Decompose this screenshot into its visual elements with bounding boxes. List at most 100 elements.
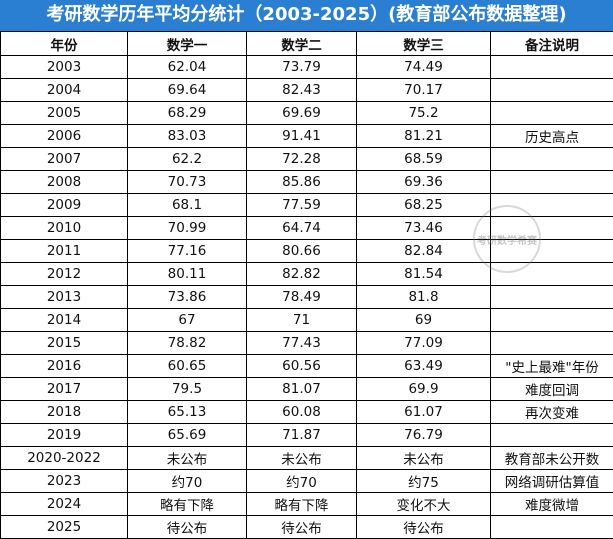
cell-math2: 77.59 <box>247 194 357 217</box>
cell-math2: 77.43 <box>247 332 357 355</box>
cell-math1: 78.82 <box>128 332 247 355</box>
cell-math3: 待公布 <box>357 516 491 539</box>
cell-note <box>491 263 613 286</box>
cell-math3: 82.84 <box>357 240 491 263</box>
cell-math2: 64.74 <box>247 217 357 240</box>
cell-year: 2014 <box>1 309 128 332</box>
cell-math3: 81.21 <box>357 125 491 148</box>
cell-math1: 80.11 <box>128 263 247 286</box>
cell-math1: 约70 <box>128 470 247 493</box>
cell-note: 网络调研估算值 <box>491 470 613 493</box>
cell-year: 2017 <box>1 378 128 401</box>
header-notes: 备注说明 <box>491 32 613 56</box>
cell-math3: 73.46 <box>357 217 491 240</box>
cell-math2: 71 <box>247 309 357 332</box>
header-year: 年份 <box>1 32 128 56</box>
cell-year: 2013 <box>1 286 128 309</box>
cell-note <box>491 217 613 240</box>
cell-math3: 75.2 <box>357 102 491 125</box>
cell-year: 2020-2022 <box>1 447 128 470</box>
cell-math2: 73.79 <box>247 56 357 79</box>
cell-math2: 60.56 <box>247 355 357 378</box>
cell-year: 2007 <box>1 148 128 171</box>
cell-math1: 79.5 <box>128 378 247 401</box>
cell-math2: 略有下降 <box>247 493 357 516</box>
cell-math1: 略有下降 <box>128 493 247 516</box>
cell-year: 2015 <box>1 332 128 355</box>
cell-math2: 85.86 <box>247 171 357 194</box>
cell-math3: 69 <box>357 309 491 332</box>
cell-note <box>491 309 613 332</box>
cell-math2: 约70 <box>247 470 357 493</box>
cell-math1: 62.04 <box>128 56 247 79</box>
cell-math3: 69.9 <box>357 378 491 401</box>
cell-math3: 69.36 <box>357 171 491 194</box>
cell-math1: 62.2 <box>128 148 247 171</box>
page-title: 考研数学历年平均分统计（2003-2025）(教育部公布数据整理) <box>0 0 613 31</box>
cell-math3: 未公布 <box>357 447 491 470</box>
cell-math2: 69.69 <box>247 102 357 125</box>
cell-math1: 65.13 <box>128 401 247 424</box>
cell-note <box>491 516 613 539</box>
cell-math3: 61.07 <box>357 401 491 424</box>
cell-math3: 77.09 <box>357 332 491 355</box>
cell-math1: 70.73 <box>128 171 247 194</box>
cell-note <box>491 56 613 79</box>
header-math1: 数学一 <box>128 32 247 56</box>
cell-math3: 70.17 <box>357 79 491 102</box>
header-row: 年份 数学一 数学二 数学三 备注说明 <box>1 32 613 56</box>
cell-year: 2005 <box>1 102 128 125</box>
cell-math3: 约75 <box>357 470 491 493</box>
cell-math2: 71.87 <box>247 424 357 447</box>
cell-note <box>491 424 613 447</box>
cell-year: 2024 <box>1 493 128 516</box>
cell-note <box>491 332 613 355</box>
cell-math3: 变化不大 <box>357 493 491 516</box>
cell-math1: 未公布 <box>128 447 247 470</box>
cell-math1: 69.64 <box>128 79 247 102</box>
cell-math2: 72.28 <box>247 148 357 171</box>
cell-math2: 待公布 <box>247 516 357 539</box>
cell-math1: 60.65 <box>128 355 247 378</box>
cell-math2: 78.49 <box>247 286 357 309</box>
cell-math1: 68.1 <box>128 194 247 217</box>
cell-note <box>491 194 613 217</box>
cell-math1: 83.03 <box>128 125 247 148</box>
cell-year: 2019 <box>1 424 128 447</box>
cell-math3: 68.59 <box>357 148 491 171</box>
cell-math2: 82.82 <box>247 263 357 286</box>
cell-year: 2004 <box>1 79 128 102</box>
cell-math2: 82.43 <box>247 79 357 102</box>
cell-math3: 76.79 <box>357 424 491 447</box>
cell-math2: 60.08 <box>247 401 357 424</box>
cell-note <box>491 171 613 194</box>
cell-year: 2018 <box>1 401 128 424</box>
cell-note: "史上最难"年份 <box>491 355 613 378</box>
cell-math1: 待公布 <box>128 516 247 539</box>
cell-note <box>491 148 613 171</box>
cell-math1: 68.29 <box>128 102 247 125</box>
cell-math2: 未公布 <box>247 447 357 470</box>
cell-math1: 65.69 <box>128 424 247 447</box>
cell-year: 2006 <box>1 125 128 148</box>
